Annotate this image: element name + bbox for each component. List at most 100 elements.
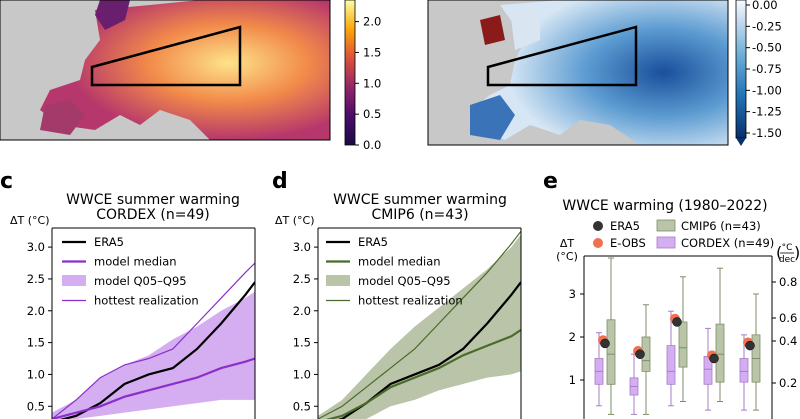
legend-label: model median xyxy=(358,255,441,269)
y-tick-label: 0.5 xyxy=(27,399,45,413)
series-model-median xyxy=(325,328,521,419)
y-tick-label-left: 1 xyxy=(569,373,576,387)
map-b-ireland xyxy=(480,15,505,45)
panel-e-ylabel-left-1: ΔT xyxy=(560,237,575,250)
y-tick-label: 2.0 xyxy=(293,304,311,318)
panel-c-title-line2: CORDEX (n=49) xyxy=(96,207,210,223)
panel-d-letter: d xyxy=(272,169,288,194)
colorbar-a-ticks: 2.0 1.5 1.0 0.5 0.0 xyxy=(355,15,381,152)
legend-label: model median xyxy=(94,255,177,269)
panel-e-ylabel-left-2: (°C) xyxy=(556,250,578,263)
map-a-iberia xyxy=(40,100,85,135)
legend-label: model Q05–Q95 xyxy=(358,274,451,288)
panel-c-ylabel: ΔT (°C) xyxy=(10,214,50,227)
y-tick-label: 3.0 xyxy=(293,240,311,254)
panel-e-letter: e xyxy=(543,169,558,194)
series-era5 xyxy=(337,281,521,419)
y-tick-label-left: 2 xyxy=(569,330,576,344)
y-tick-label: 1.0 xyxy=(293,367,311,381)
map-a-frame xyxy=(0,0,331,141)
map-a-wwce-region xyxy=(90,25,242,87)
y-tick-label-left: 3 xyxy=(569,287,576,301)
colorbar-b-ticks: 0.00 -0.25 -0.50 -0.75 -1.00 -1.25 -1.50 xyxy=(746,0,782,140)
legend-label: E-OBS xyxy=(610,236,646,250)
series-hottest-realization xyxy=(52,262,255,419)
map-b-wwce-region xyxy=(486,25,638,87)
cmip6-box xyxy=(715,323,725,383)
colorbar-b-tick-label: -1.25 xyxy=(752,105,782,119)
y-tick-label: 2.5 xyxy=(27,272,45,286)
band-q05-q95 xyxy=(52,291,255,419)
legend-label: ERA5 xyxy=(610,219,640,233)
cmip6-box xyxy=(678,321,688,368)
y-tick-label: 2.0 xyxy=(27,304,45,318)
y-tick-label: 1.5 xyxy=(293,336,311,350)
colorbar-b xyxy=(735,0,747,139)
map-b xyxy=(427,0,729,146)
series-model-median xyxy=(52,357,255,419)
panel-d-chart: 0.5 1.0 1.5 2.0 2.5 3.0 ERA5 model median model … xyxy=(293,227,522,419)
panel-d-title-line1: WWCE summer warming xyxy=(333,192,507,208)
map-a-britain xyxy=(95,0,130,30)
colorbar-a-tick-label: 2.0 xyxy=(363,15,381,29)
y-tick-label: 1.5 xyxy=(27,336,45,350)
band-q05-q95 xyxy=(318,234,521,419)
cordex-box xyxy=(666,345,676,385)
legend-marker-cordex xyxy=(656,236,676,249)
legend-label: ERA5 xyxy=(358,235,388,249)
cmip6-box xyxy=(606,319,616,385)
y-tick-label-right: 0.8 xyxy=(779,275,797,289)
colorbar-b-tick-label: -1.50 xyxy=(752,126,782,140)
era5-point xyxy=(709,353,719,364)
colorbar-a-tick-label: 1.5 xyxy=(363,45,381,59)
legend-marker-eobs xyxy=(593,238,603,248)
era5-point xyxy=(745,340,755,351)
y-tick-label-right: 0.2 xyxy=(779,376,797,390)
cordex-box xyxy=(739,358,749,383)
y-tick-label: 1.0 xyxy=(27,367,45,381)
y-tick-label-right: 0.4 xyxy=(779,334,797,348)
era5-point xyxy=(635,349,645,359)
colorbar-a-tick-label: 0.5 xyxy=(363,107,381,121)
y-tick-label: 0.5 xyxy=(293,399,311,413)
legend-label: ERA5 xyxy=(94,235,124,249)
panel-e-title: WWCE warming (1980–2022) xyxy=(562,198,767,214)
panel-d-ylabel: ΔT (°C) xyxy=(275,214,315,227)
colorbar-b-tick-label: -1.00 xyxy=(752,83,782,97)
map-b-britain xyxy=(510,5,540,50)
colorbar-a-tick-label: 1.0 xyxy=(363,76,381,90)
legend-marker-era5 xyxy=(593,221,603,231)
panel-c-chart: 0.5 1.0 1.5 2.0 2.5 3.0 ERA5 model median model … xyxy=(27,227,256,419)
legend-label: CORDEX (n=49) xyxy=(681,236,774,250)
colorbar-b-tick-label: -0.75 xyxy=(752,62,782,76)
era5-point xyxy=(672,317,682,327)
legend-swatch-band xyxy=(62,275,86,286)
colorbar-b-extend-arrow xyxy=(736,138,746,146)
colorbar-b-tick-label: -0.50 xyxy=(752,41,782,55)
legend-label: hottest realization xyxy=(94,294,199,308)
legend-label: CMIP6 (n=43) xyxy=(681,219,761,233)
panel-e-ylabel-right-den: dec xyxy=(779,255,795,265)
map-a-land xyxy=(40,0,330,140)
panel-e-ylabel-right-paren-right: ) xyxy=(794,243,800,262)
colorbar-b-tick-label: 0.00 xyxy=(752,0,778,12)
colorbar-b-tick-label: -0.25 xyxy=(752,19,782,33)
panel-c-title-line1: WWCE summer warming xyxy=(66,192,240,208)
legend-label: hottest realization xyxy=(358,294,463,308)
legend-swatch-band xyxy=(326,275,350,286)
y-tick-label-right: 0.6 xyxy=(779,311,797,325)
era5-point xyxy=(600,338,610,349)
y-tick-label: 2.5 xyxy=(293,272,311,286)
panel-e-ylabel-right-num: °C xyxy=(782,243,793,253)
panel-e-chart: 1 2 3 0.2 0.4 0.6 0.8 ERA5 E-OBS CMIP6 (n=43) CORD… xyxy=(569,219,797,419)
panel-e-ylabel-right-paren-left: ( xyxy=(776,243,782,262)
panel-c-letter: c xyxy=(0,169,13,194)
series-hottest-realization xyxy=(318,230,521,419)
colorbar-a xyxy=(344,0,356,146)
map-a xyxy=(0,0,331,141)
legend-label: model Q05–Q95 xyxy=(94,274,187,288)
map-b-iberia xyxy=(470,95,515,140)
y-tick-label: 3.0 xyxy=(27,240,45,254)
colorbar-a-tick-label: 0.0 xyxy=(363,138,381,152)
